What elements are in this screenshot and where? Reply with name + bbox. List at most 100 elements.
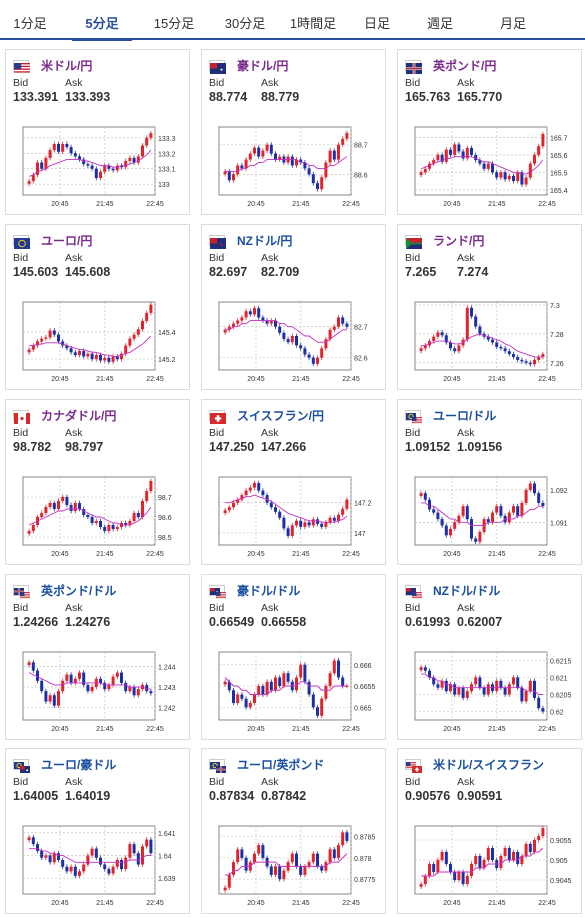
x-tick-label: 21:45 <box>96 900 114 907</box>
candlestick-chart[interactable]: 98.7 98.6 98.5 20:45 21:45 22:45 <box>9 465 187 561</box>
candle-body <box>303 348 307 355</box>
candle-body <box>248 153 252 160</box>
candlestick-chart[interactable]: 145.4 145.2 20:45 21:45 22:45 <box>9 290 187 386</box>
candle-body <box>261 490 265 496</box>
currency-pair-link[interactable]: ユーロ/英ポンド <box>237 758 325 772</box>
candle-body <box>520 172 524 185</box>
candle-body <box>257 147 261 157</box>
moving-average-line <box>225 320 347 343</box>
currency-pair-link[interactable]: スイスフラン/円 <box>237 409 324 423</box>
candlestick-chart[interactable]: 1.244 1.243 1.242 20:45 21:45 22:45 <box>9 640 187 736</box>
candle-body <box>311 853 315 863</box>
tab-6[interactable]: 日足 <box>363 16 390 31</box>
rate-card: ユーロ/豪ドル Bid Ask 1.64005 1.64019 1.641 1.64 1.63… <box>5 748 190 914</box>
tab-3[interactable]: 15分足 <box>153 16 195 31</box>
candle-body <box>257 845 261 854</box>
currency-pair-link[interactable]: 英ポンド/円 <box>433 59 497 73</box>
tab-1[interactable]: 1分足 <box>13 16 47 31</box>
x-tick-label: 21:45 <box>488 551 506 558</box>
candlestick-chart[interactable]: 7.3 7.28 7.26 20:45 21:45 22:45 <box>401 290 579 386</box>
currency-pair-link[interactable]: 英ポンド/ドル <box>41 584 117 598</box>
candlestick-chart[interactable]: 147.2 147 20:45 21:45 22:45 <box>205 465 383 561</box>
candle-body <box>311 519 315 526</box>
candlestick-chart[interactable]: 133.3 133.2 133.1 133 20:45 21:45 22:45 <box>9 115 187 211</box>
currency-pair-link[interactable]: 豪ドル/円 <box>237 59 289 73</box>
candle-body <box>316 519 319 524</box>
currency-pair-link[interactable]: ユーロ/ドル <box>433 409 497 423</box>
candle-body <box>320 866 324 871</box>
candle-body <box>145 684 149 692</box>
candle-body <box>278 866 282 880</box>
ask-label: Ask <box>65 776 83 788</box>
candle-body <box>537 493 541 503</box>
bid-label: Bid <box>405 252 421 264</box>
candle-body <box>507 351 511 355</box>
candle-body <box>495 342 499 347</box>
candle-body <box>132 334 136 339</box>
candle-body <box>48 330 52 338</box>
candle-body <box>111 168 115 171</box>
candle-body <box>524 489 528 503</box>
candle-body <box>432 864 436 872</box>
candlestick-chart[interactable]: 0.8785 0.878 0.8775 20:45 21:45 22:45 <box>205 814 383 910</box>
tab-4[interactable]: 30分足 <box>224 16 266 31</box>
currency-pair-link[interactable]: ユーロ/円 <box>41 234 93 248</box>
y-tick-label: 0.9045 <box>550 878 572 885</box>
candlestick-chart[interactable]: 1.092 1.091 20:45 21:45 22:45 <box>401 465 579 561</box>
candlestick-chart[interactable]: 88.7 88.6 20:45 21:45 22:45 <box>205 115 383 211</box>
candle-body <box>236 849 240 863</box>
candle-body <box>316 183 319 190</box>
currency-pair-link[interactable]: 米ドル/スイスフラン <box>433 758 544 772</box>
currency-pair-link[interactable]: ランド/円 <box>433 234 485 248</box>
candle-body <box>232 502 235 508</box>
candle-body <box>512 354 515 357</box>
ask-value: 165.770 <box>457 90 503 104</box>
candle-body <box>528 362 532 365</box>
candle-body <box>307 862 311 867</box>
candle-body <box>516 506 520 516</box>
candle-body <box>36 844 39 851</box>
currency-pair-link[interactable]: ユーロ/豪ドル <box>41 758 117 772</box>
currency-pair-link[interactable]: NZドル/円 <box>237 234 293 248</box>
candle-body <box>253 694 256 703</box>
currency-pair-link[interactable]: 豪ドル/ドル <box>237 584 301 598</box>
candle-body <box>94 355 98 360</box>
candlestick-chart[interactable]: 165.7 165.6 165.5 165.4 20:45 21:45 22:45 <box>401 115 579 211</box>
candle-body <box>232 174 235 181</box>
candle-body <box>128 687 132 692</box>
bid-value: 133.391 <box>13 90 59 104</box>
y-tick-label: 1.64 <box>158 853 172 860</box>
candlestick-chart[interactable]: 82.7 82.6 20:45 21:45 22:45 <box>205 290 383 386</box>
tab-8[interactable]: 月足 <box>499 16 526 31</box>
ask-label: Ask <box>65 77 83 89</box>
candle-body <box>274 153 277 160</box>
candle-body <box>141 846 144 865</box>
candle-body <box>299 520 303 527</box>
bid-value: 0.66549 <box>209 615 255 629</box>
candle-body <box>491 339 494 343</box>
moving-average-line <box>29 848 151 863</box>
candle-body <box>324 162 328 178</box>
tab-2[interactable]: 5分足 <box>72 0 132 41</box>
candlestick-chart[interactable]: 0.666 0.6655 0.665 20:45 21:45 22:45 <box>205 640 383 736</box>
currency-pair-link[interactable]: 米ドル/円 <box>41 59 93 73</box>
candle-body <box>61 860 65 867</box>
candle-body <box>244 159 248 169</box>
candle-body <box>299 345 303 349</box>
candlestick-chart[interactable]: 0.6215 0.621 0.6205 0.62 20:45 21:45 22:45 <box>401 640 579 736</box>
currency-pair-link[interactable]: NZドル/ドル <box>433 584 501 598</box>
candle-body <box>516 172 520 182</box>
currency-pair-link[interactable]: カナダドル/円 <box>41 409 117 423</box>
candle-body <box>449 149 452 155</box>
candle-body <box>440 852 444 860</box>
candle-body <box>482 163 486 169</box>
candle-body <box>537 356 541 360</box>
candlestick-chart[interactable]: 1.641 1.64 1.639 20:45 21:45 22:45 <box>9 814 187 910</box>
candlestick-chart[interactable]: 0.9055 0.905 0.9045 20:45 21:45 22:45 <box>401 814 579 910</box>
candle-body <box>240 694 244 699</box>
y-tick-label: 1.243 <box>158 685 176 692</box>
tab-7[interactable]: 週足 <box>426 16 453 31</box>
candle-body <box>423 168 427 173</box>
tab-5[interactable]: 1時間足 <box>289 16 337 31</box>
candle-body <box>537 836 541 840</box>
